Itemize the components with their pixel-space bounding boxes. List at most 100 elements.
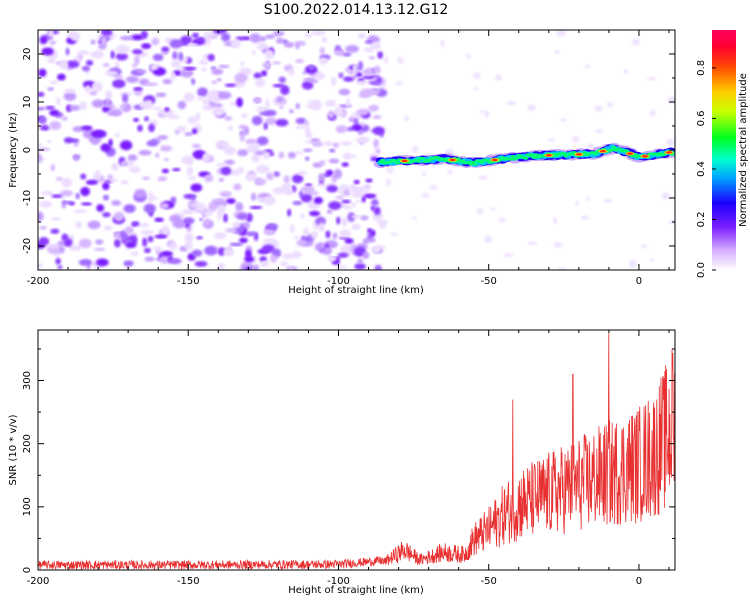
- heatmap-noise-cell: [255, 106, 268, 113]
- heatmap-noise-cell: [61, 116, 68, 121]
- heatmap-noise-cell: [140, 30, 148, 40]
- heatmap-noise-cell: [133, 87, 143, 91]
- heatmap-noise-cell: [184, 233, 194, 243]
- colorbar-tick-label: 0.6: [696, 110, 707, 126]
- heatmap-noise-cell: [259, 260, 270, 267]
- heatmap-noise-cell: [100, 30, 113, 37]
- heatmap-noise-cell: [353, 179, 360, 185]
- heatmap-faint-cell: [385, 166, 395, 174]
- heatmap-noise-cell: [204, 218, 211, 226]
- heatmap-noise-cell: [159, 145, 173, 152]
- heatmap-faint-cell: [580, 215, 590, 220]
- heatmap-noise-cell: [344, 238, 354, 244]
- heatmap-noise-cell: [154, 152, 160, 158]
- heatmap-noise-cell: [223, 213, 228, 223]
- heatmap-noise-cell: [201, 67, 207, 72]
- snr-frame: [37, 329, 676, 571]
- heatmap-noise-cell: [340, 244, 354, 255]
- heatmap-faint-cell: [661, 192, 670, 200]
- heatmap-signal-cell: [420, 157, 426, 161]
- heatmap-noise-cell: [104, 70, 119, 77]
- heatmap-noise-cell: [311, 30, 326, 36]
- heatmap-noise-cell: [202, 98, 209, 107]
- heatmap-noise-cell: [123, 204, 136, 213]
- heatmap-noise-cell: [300, 185, 315, 194]
- heatmap-noise-cell: [342, 76, 355, 82]
- heatmap-noise-cell: [77, 50, 91, 55]
- heatmap-faint-cell: [397, 57, 405, 64]
- heatmap-noise-cell: [56, 73, 66, 81]
- heatmap-noise-cell: [195, 112, 201, 122]
- heatmap-noise-cell: [309, 210, 321, 217]
- heatmap-noise-cell: [325, 230, 331, 239]
- heatmap-noise-cell: [50, 228, 60, 234]
- heatmap-noise-cell: [64, 238, 73, 247]
- heatmap-noise-cell: [249, 33, 261, 43]
- heatmap-noise-cell: [306, 104, 315, 109]
- heatmap-noise-cell: [328, 201, 342, 210]
- heatmap-noise-cell: [370, 205, 376, 212]
- heatmap-noise-cell: [78, 238, 92, 249]
- heatmap-noise-cell: [300, 193, 313, 203]
- heatmap-noise-cell: [264, 49, 275, 60]
- colorbar-tick-label: 0.0: [696, 262, 707, 278]
- heatmap-noise-cell: [162, 225, 170, 236]
- heatmap-faint-cell: [668, 220, 675, 225]
- heatmap-faint-cell: [494, 74, 503, 81]
- heatmap-faint-cell: [666, 138, 675, 146]
- heatmap-noise-cell: [78, 101, 87, 111]
- heatmap-faint-cell: [586, 143, 595, 150]
- heatmap-noise-cell: [119, 104, 127, 110]
- heatmap-noise-cell: [114, 75, 124, 79]
- heatmap-signal-cell: [531, 155, 537, 159]
- heatmap-faint-cell: [649, 257, 654, 262]
- heatmap-noise-cell: [64, 88, 76, 94]
- heatmap-noise-cell: [148, 123, 155, 132]
- heatmap-noise-cell: [61, 177, 72, 188]
- heatmap-noise-cell: [262, 195, 276, 206]
- heatmap-noise-cell: [281, 183, 292, 191]
- snr-ticks: -200 -150 -100 -50 0 0 100 200 300: [22, 330, 675, 587]
- heatmap-noise-cell: [353, 118, 359, 126]
- heatmap-noise-cell: [122, 162, 128, 166]
- heatmap-noise-cell: [343, 205, 353, 210]
- heatmap-noise-cell: [59, 190, 74, 197]
- heatmap-noise-cell: [333, 168, 343, 179]
- heatmap-xtick-label: -150: [177, 276, 200, 287]
- heatmap-noise-cell: [211, 80, 218, 85]
- heatmap-noise-cell: [234, 72, 248, 83]
- heatmap-noise-cell: [252, 264, 260, 270]
- heatmap-noise-cell: [191, 249, 203, 257]
- heatmap-noise-cell: [196, 236, 203, 240]
- heatmap-faint-cell: [572, 136, 580, 143]
- heatmap-noise-cell: [270, 254, 278, 263]
- heatmap-noise-cell: [113, 211, 125, 222]
- heatmap-noise-cell: [336, 216, 341, 225]
- heatmap-noise-cell: [39, 200, 52, 208]
- heatmap-noise-cell: [362, 251, 370, 260]
- heatmap-faint-cell: [490, 207, 496, 211]
- heatmap-noise-cell: [254, 178, 267, 186]
- heatmap-noise-cell: [278, 151, 285, 159]
- heatmap-noise-cell: [259, 256, 268, 263]
- heatmap-noise-cell: [373, 65, 381, 74]
- heatmap-faint-cell: [385, 178, 392, 186]
- heatmap-noise-cell: [357, 33, 366, 39]
- heatmap-noise-cell: [50, 164, 56, 172]
- heatmap-noise-cell: [172, 168, 181, 172]
- heatmap-noise-cell: [55, 177, 64, 181]
- heatmap-noise-cell: [286, 208, 292, 217]
- heatmap-noise-cell: [356, 72, 363, 78]
- heatmap-noise-cell: [338, 72, 344, 79]
- heatmap-noise-cell: [162, 78, 173, 85]
- heatmap-noise-cell: [220, 166, 232, 176]
- heatmap-noise-cell: [235, 202, 244, 212]
- heatmap-noise-cell: [292, 200, 303, 206]
- heatmap-noise-cell: [151, 37, 160, 46]
- heatmap-noise-cell: [159, 256, 171, 264]
- heatmap-noise-cell: [361, 196, 366, 203]
- heatmap-noise-cell: [253, 72, 263, 79]
- heatmap-noise-cell: [102, 62, 110, 68]
- heatmap-noise-cell: [112, 79, 126, 89]
